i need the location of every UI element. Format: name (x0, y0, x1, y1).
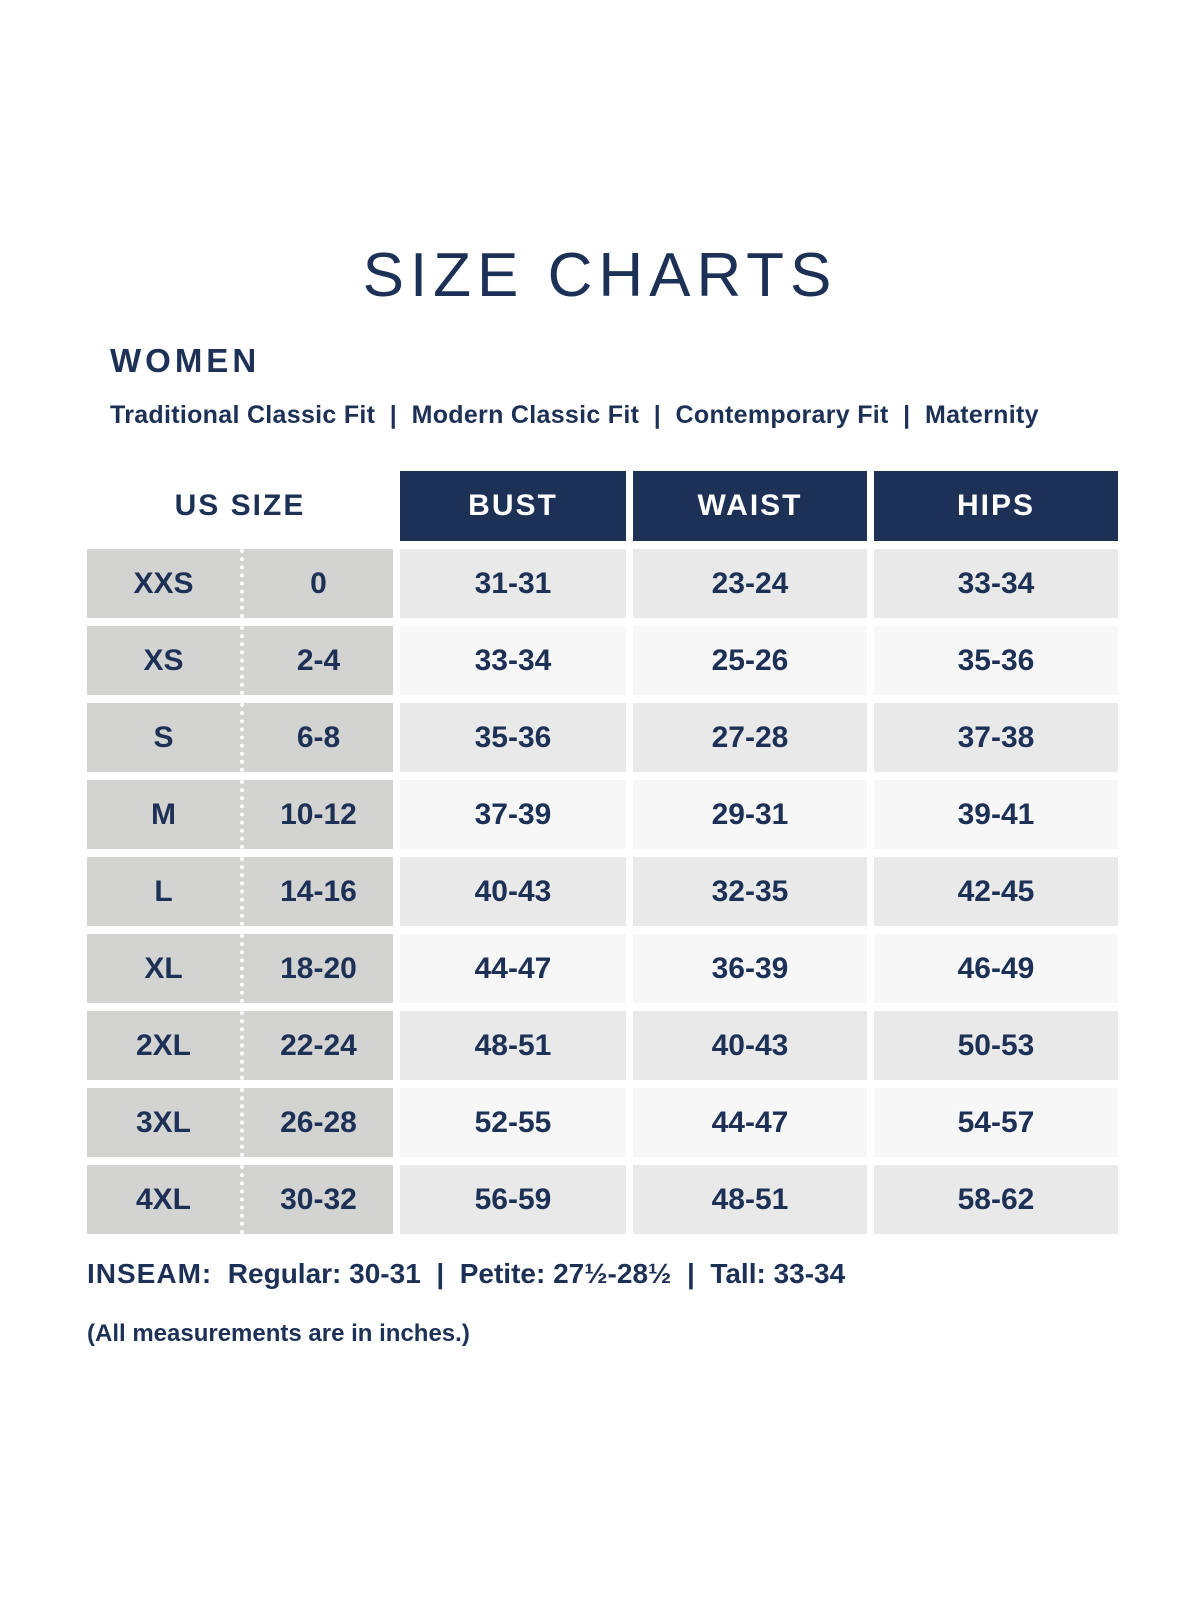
size-label: XL (144, 951, 183, 985)
waist-value: 48-51 (633, 1165, 867, 1234)
inseam-spacer (212, 1258, 228, 1289)
us-size-cell: XXS 0 (87, 549, 393, 618)
us-size-cell: 2XL 22-24 (87, 1011, 393, 1080)
table-row: XS 2-4 33-34 25-26 35-36 (87, 626, 1118, 695)
bust-header: BUST (400, 471, 626, 541)
us-size-value: 0 (240, 549, 393, 618)
hips-value: 50-53 (874, 1011, 1118, 1080)
us-size-cell: 3XL 26-28 (87, 1088, 393, 1157)
hips-value: 46-49 (874, 934, 1118, 1003)
table-row: 4XL 30-32 56-59 48-51 58-62 (87, 1165, 1118, 1234)
us-size-cell: S 6-8 (87, 703, 393, 772)
waist-value: 23-24 (633, 549, 867, 618)
size-label: 4XL (135, 1182, 192, 1216)
us-size-cell: XL 18-20 (87, 934, 393, 1003)
us-size-value: 22-24 (240, 1011, 393, 1080)
us-size-cell: M 10-12 (87, 780, 393, 849)
size-table-body: XXS 0 31-31 23-24 33-34 XS 2-4 33-34 25-26 35-36 S… (87, 549, 1118, 1234)
bust-value: 35-36 (400, 703, 626, 772)
bust-value: 33-34 (400, 626, 626, 695)
us-size-cell: XS 2-4 (87, 626, 393, 695)
bust-value: 52-55 (400, 1088, 626, 1157)
us-size-value: 14-16 (240, 857, 393, 926)
size-label: S (153, 720, 174, 754)
bust-value: 56-59 (400, 1165, 626, 1234)
bust-value: 44-47 (400, 934, 626, 1003)
table-row: S 6-8 35-36 27-28 37-38 (87, 703, 1118, 772)
size-label: 3XL (135, 1105, 192, 1139)
table-row: XXS 0 31-31 23-24 33-34 (87, 549, 1118, 618)
size-label: XXS (133, 566, 194, 600)
table-row: XL 18-20 44-47 36-39 46-49 (87, 934, 1118, 1003)
size-label: XS (143, 643, 184, 677)
inseam-values: Regular: 30-31 | Petite: 27½-28½ | Tall:… (227, 1258, 846, 1289)
size-label: L (154, 874, 173, 908)
size-table: US SIZE BUST WAIST HIPS XXS 0 31-31 23-24 33… (87, 471, 1118, 1242)
bust-value: 40-43 (400, 857, 626, 926)
us-size-value: 6-8 (240, 703, 393, 772)
us-size-header: US SIZE (174, 489, 306, 522)
page-title: SIZE CHARTS (362, 241, 838, 310)
us-size-cell: 4XL 30-32 (87, 1165, 393, 1234)
table-row: 2XL 22-24 48-51 40-43 50-53 (87, 1011, 1118, 1080)
waist-value: 25-26 (633, 626, 867, 695)
us-size-value: 30-32 (240, 1165, 393, 1234)
inseam-label: INSEAM: (87, 1258, 213, 1289)
waist-value: 27-28 (633, 703, 867, 772)
waist-value: 32-35 (633, 857, 867, 926)
hips-value: 58-62 (874, 1165, 1118, 1234)
hips-value: 35-36 (874, 626, 1118, 695)
hips-header: HIPS (874, 471, 1118, 541)
us-size-cell: L 14-16 (87, 857, 393, 926)
inseam-line: INSEAM: Regular: 30-31 | Petite: 27½-28½… (87, 1258, 845, 1290)
waist-value: 29-31 (633, 780, 867, 849)
waist-value: 40-43 (633, 1011, 867, 1080)
hips-value: 37-38 (874, 703, 1118, 772)
bust-value: 48-51 (400, 1011, 626, 1080)
table-row: L 14-16 40-43 32-35 42-45 (87, 857, 1118, 926)
size-label: 2XL (135, 1028, 192, 1062)
us-size-value: 26-28 (240, 1088, 393, 1157)
hips-value: 33-34 (874, 549, 1118, 618)
table-row: M 10-12 37-39 29-31 39-41 (87, 780, 1118, 849)
us-size-value: 2-4 (240, 626, 393, 695)
hips-value: 39-41 (874, 780, 1118, 849)
section-heading-women: WOMEN (110, 342, 261, 379)
hips-value: 42-45 (874, 857, 1118, 926)
waist-value: 36-39 (633, 934, 867, 1003)
measurements-note: (All measurements are in inches.) (87, 1320, 470, 1347)
us-size-value: 10-12 (240, 780, 393, 849)
hips-value: 54-57 (874, 1088, 1118, 1157)
fit-types-line: Traditional Classic Fit | Modern Classic… (110, 401, 1039, 429)
us-size-value: 18-20 (240, 934, 393, 1003)
waist-header: WAIST (633, 471, 867, 541)
bust-value: 37-39 (400, 780, 626, 849)
table-row: 3XL 26-28 52-55 44-47 54-57 (87, 1088, 1118, 1157)
size-table-header: US SIZE BUST WAIST HIPS (87, 471, 1118, 541)
size-label: M (151, 797, 176, 831)
waist-value: 44-47 (633, 1088, 867, 1157)
bust-value: 31-31 (400, 549, 626, 618)
